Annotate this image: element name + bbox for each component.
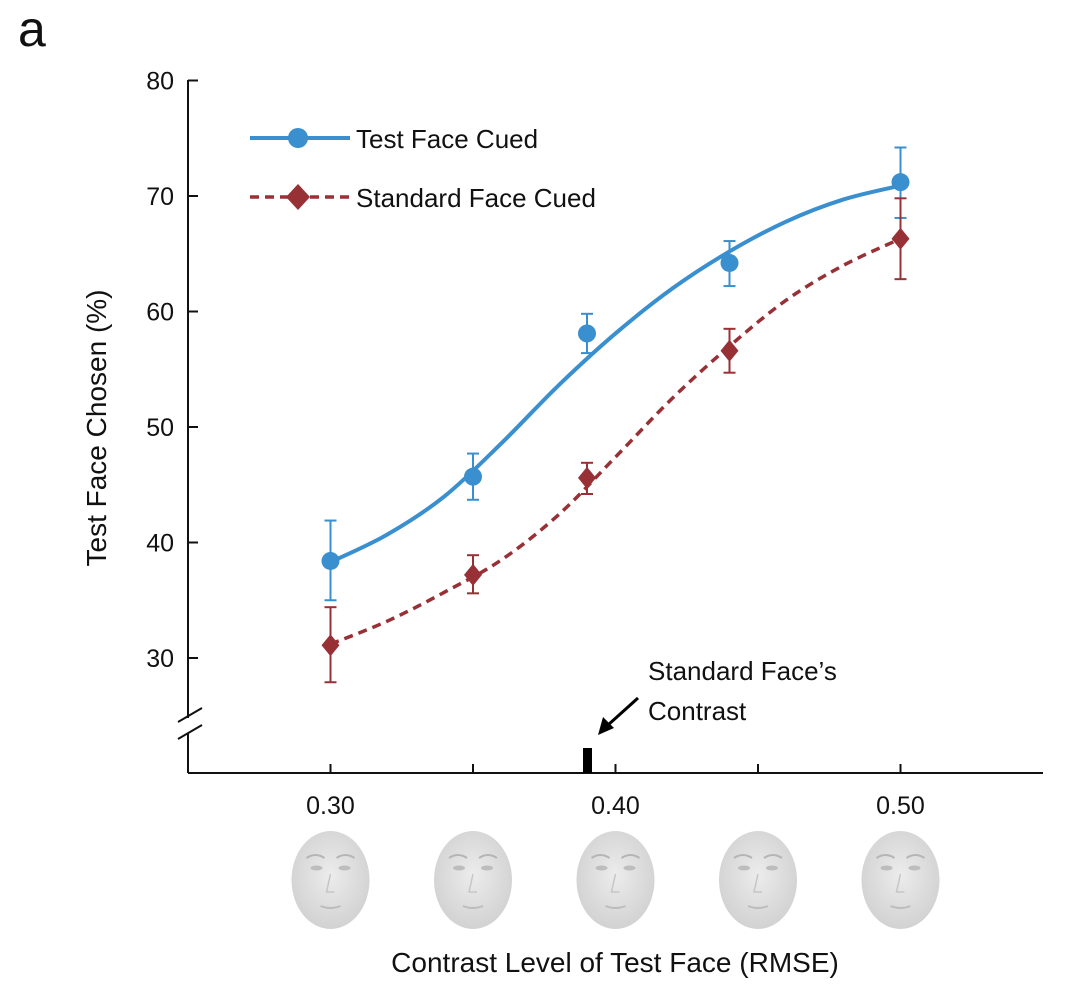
- x-tick-label: 0.40: [591, 792, 640, 820]
- face-brows: [733, 854, 783, 859]
- face-eye: [880, 865, 893, 871]
- face-oval: [861, 831, 940, 929]
- face-nose: [468, 873, 477, 893]
- face-eye: [595, 865, 608, 871]
- data-point-circle: [891, 173, 910, 192]
- x-tick-label: 0.30: [306, 792, 355, 820]
- face-oval: [719, 831, 797, 929]
- y-axis-title: Test Face Chosen (%): [81, 290, 112, 567]
- data-point-diamond: [321, 634, 340, 657]
- face-nose: [753, 873, 762, 893]
- y-tick-label: 50: [146, 414, 174, 442]
- face-mouth: [320, 905, 341, 909]
- error-bars: [324, 146, 907, 684]
- face-thumbnail: [719, 831, 797, 929]
- data-point-circle: [464, 467, 482, 486]
- face-eye: [738, 865, 750, 871]
- face-eye: [908, 865, 921, 871]
- legend-marker-diamond: [286, 184, 310, 210]
- face-mouth: [462, 905, 484, 909]
- annotation-text-line: Contrast: [648, 696, 747, 726]
- legend-label: Test Face Cued: [356, 124, 538, 154]
- face-brows: [305, 854, 356, 859]
- data-point-diamond: [891, 227, 910, 250]
- face-nose: [895, 873, 905, 893]
- annotation-arrow-shaft: [606, 696, 640, 727]
- face-nose: [610, 873, 620, 893]
- data-markers: [321, 173, 910, 657]
- axis-titles: Contrast Level of Test Face (RMSE) Test F…: [81, 290, 839, 979]
- y-tick-label: 70: [146, 183, 174, 211]
- axes: [177, 80, 1043, 774]
- face-oval: [291, 831, 370, 929]
- annotation-arrow-head: [598, 717, 614, 735]
- face-eye: [453, 865, 465, 871]
- fit-curves: [329, 183, 902, 646]
- face-oval: [434, 831, 512, 929]
- face-thumbnails: [291, 831, 940, 929]
- face-nose: [325, 873, 335, 893]
- panel-label: a: [18, 1, 46, 57]
- data-point-circle: [578, 324, 596, 343]
- legend-marker-circle: [288, 128, 308, 148]
- y-tick-label: 30: [146, 645, 174, 673]
- axis-break-mark: [177, 724, 203, 740]
- face-eye: [623, 865, 636, 871]
- face-brows: [875, 854, 926, 859]
- axis-break-mark: [177, 707, 203, 723]
- annotation-text-line: Standard Face’s: [648, 656, 837, 686]
- y-tick-label: 40: [146, 530, 174, 558]
- y-tick-label: 80: [146, 68, 174, 96]
- face-thumbnail: [434, 831, 512, 929]
- x-tick-label: 0.50: [876, 792, 925, 820]
- face-eye: [310, 865, 323, 871]
- face-brows: [590, 854, 641, 859]
- data-point-circle: [321, 551, 340, 570]
- face-eye: [766, 865, 778, 871]
- data-point-circle: [720, 253, 739, 272]
- face-thumbnail: [576, 831, 655, 929]
- face-eye: [338, 865, 351, 871]
- face-oval: [576, 831, 655, 929]
- legend: Test Face Cued Standard Face Cued: [250, 124, 596, 213]
- legend-label: Standard Face Cued: [356, 183, 596, 213]
- face-mouth: [890, 905, 911, 909]
- face-brows: [448, 854, 498, 859]
- data-point-diamond: [464, 563, 482, 586]
- y-tick-label: 60: [146, 299, 174, 327]
- data-point-diamond: [720, 339, 739, 362]
- annotation: Standard Face’s Contrast: [583, 656, 837, 773]
- face-mouth: [605, 905, 626, 909]
- fit-curve-series-1: [329, 237, 902, 646]
- face-thumbnail: [291, 831, 370, 929]
- face-eye: [481, 865, 493, 871]
- face-mouth: [747, 905, 769, 909]
- fit-curve-series-0: [329, 183, 901, 564]
- data-point-diamond: [578, 466, 596, 489]
- x-axis-title: Contrast Level of Test Face (RMSE): [391, 947, 839, 978]
- axis-ticks: 30 40 50 60 70 80 0.30 0.40 0.50: [146, 68, 925, 821]
- standard-contrast-marker: [583, 748, 592, 773]
- face-thumbnail: [861, 831, 940, 929]
